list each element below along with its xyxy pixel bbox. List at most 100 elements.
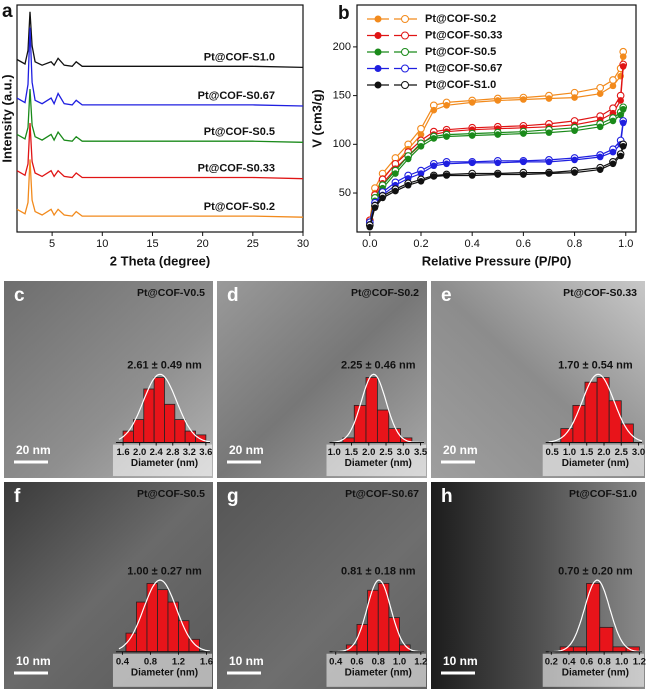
- histogram-bar: [122, 430, 134, 443]
- x-tick-label: 1.0: [328, 447, 341, 458]
- adsorption-point: [520, 171, 527, 178]
- adsorption-point: [520, 158, 527, 166]
- size-annotation: 1.70 ± 0.54 nm: [558, 359, 633, 371]
- adsorption-point: [571, 127, 578, 134]
- legend-marker: [401, 48, 409, 56]
- sample-label: Pt@COF-V0.5: [137, 287, 205, 299]
- x-tick-label: 2.0: [362, 447, 375, 458]
- adsorption-point: [494, 131, 502, 138]
- adsorption-point: [571, 169, 578, 176]
- x-tick-label: 0.4: [329, 656, 343, 667]
- size-annotation: 1.00 ± 0.27 nm: [127, 565, 202, 577]
- adsorption-point: [609, 148, 617, 156]
- x-tick-label: 2.4: [150, 447, 164, 458]
- histogram-backdrop: [112, 653, 212, 687]
- x-tick-label: 30: [297, 238, 309, 250]
- sample-label: Pt@COF-S0.2: [351, 287, 419, 299]
- adsorption-point: [545, 158, 553, 166]
- scale-bar-label: 10 nm: [16, 654, 51, 668]
- x-tick-label: 3.6: [199, 447, 212, 458]
- x-tick-label: 0.4: [465, 238, 480, 250]
- size-annotation: 2.61 ± 0.49 nm: [127, 359, 202, 371]
- y-tick-label: 200: [333, 41, 351, 53]
- histogram-bar: [133, 419, 145, 443]
- adsorption-point: [468, 132, 476, 139]
- histogram-bar: [188, 638, 200, 653]
- desorption-point: [596, 83, 605, 92]
- x-axis-label: Diameter (nm): [562, 458, 629, 469]
- adsorption-point: [430, 173, 438, 180]
- sample-label: Pt@COF-S0.33: [563, 287, 637, 299]
- legend-marker: [401, 31, 409, 40]
- x-tick-label: 1.5: [580, 447, 594, 458]
- desorption-point: [417, 124, 425, 133]
- histogram-bar: [620, 423, 634, 443]
- fit-curve: [118, 579, 211, 652]
- histogram-bar: [164, 403, 176, 443]
- histogram-backdrop: [326, 653, 426, 687]
- y-tick-label: 100: [333, 138, 351, 150]
- legend-label: Pt@COF-S1.0: [425, 79, 496, 91]
- x-tick-label: 1.0: [393, 656, 406, 667]
- x-tick-label: 15: [146, 238, 158, 250]
- x-tick-label: 0.8: [372, 656, 385, 667]
- adsorption-point: [430, 135, 438, 142]
- series-label: Pt@COF-S0.33: [198, 163, 275, 175]
- panel-letter: a: [2, 1, 13, 22]
- x-tick-label: 2.8: [166, 447, 179, 458]
- xrd-pattern: [16, 11, 304, 69]
- panel-letter: f: [14, 486, 21, 507]
- y-axis-label: V (cm3/g): [309, 89, 324, 148]
- y-tick-label: 150: [333, 90, 351, 102]
- y-tick-label: 50: [339, 187, 351, 199]
- size-annotation: 0.81 ± 0.18 nm: [341, 565, 416, 577]
- panel-letter: b: [338, 3, 350, 24]
- fit-curve: [118, 373, 211, 443]
- x-tick-label: 0.8: [598, 656, 611, 667]
- histogram-bar: [572, 646, 587, 653]
- histogram-bar: [608, 400, 622, 443]
- adsorption-point: [596, 123, 604, 131]
- histogram-bar: [584, 381, 598, 443]
- x-tick-label: 1.5: [345, 447, 359, 458]
- adsorption-line: [369, 56, 624, 223]
- fit-curve: [332, 579, 424, 653]
- x-tick-label: 2.0: [597, 447, 610, 458]
- x-tick-label: 0.8: [567, 238, 582, 250]
- adsorption-point: [366, 223, 374, 231]
- legend-marker: [374, 65, 382, 72]
- adsorption-point: [371, 204, 379, 211]
- x-axis-label: Diameter (nm): [345, 458, 412, 469]
- sample-label: Pt@COF-S0.5: [137, 488, 205, 500]
- histogram-backdrop: [326, 444, 426, 477]
- x-tick-label: 10: [96, 238, 108, 250]
- x-tick-label: 2.5: [615, 447, 629, 458]
- adsorption-point: [617, 97, 624, 104]
- adsorption-point: [392, 187, 399, 195]
- histogram-bar: [184, 430, 196, 443]
- adsorption-point: [520, 130, 527, 137]
- adsorption-point: [617, 111, 624, 119]
- histogram-bar: [376, 409, 390, 443]
- adsorption-point: [617, 152, 624, 160]
- x-axis-label: Diameter (nm): [562, 667, 629, 678]
- histogram-backdrop: [112, 444, 212, 477]
- histogram-bar: [388, 617, 400, 653]
- size-annotation: 0.70 ± 0.20 nm: [558, 565, 633, 577]
- legend-marker: [401, 15, 409, 23]
- legend-label: Pt@COF-S0.33: [425, 29, 502, 41]
- histogram-bar: [136, 601, 148, 653]
- panel-letter: c: [14, 285, 25, 306]
- x-tick-label: 2.0: [133, 447, 146, 458]
- fit-curve: [548, 579, 643, 653]
- plot-frame: [16, 4, 304, 233]
- x-tick-label: 1.0: [618, 238, 633, 250]
- sample-label: Pt@COF-S1.0: [569, 488, 637, 500]
- x-tick-label: 0.6: [350, 656, 363, 667]
- series-label: Pt@COF-S0.5: [204, 126, 275, 138]
- histogram-backdrop: [542, 653, 644, 687]
- panel-letter: h: [441, 486, 453, 507]
- panel-letter: d: [227, 285, 239, 306]
- adsorption-point: [545, 170, 553, 177]
